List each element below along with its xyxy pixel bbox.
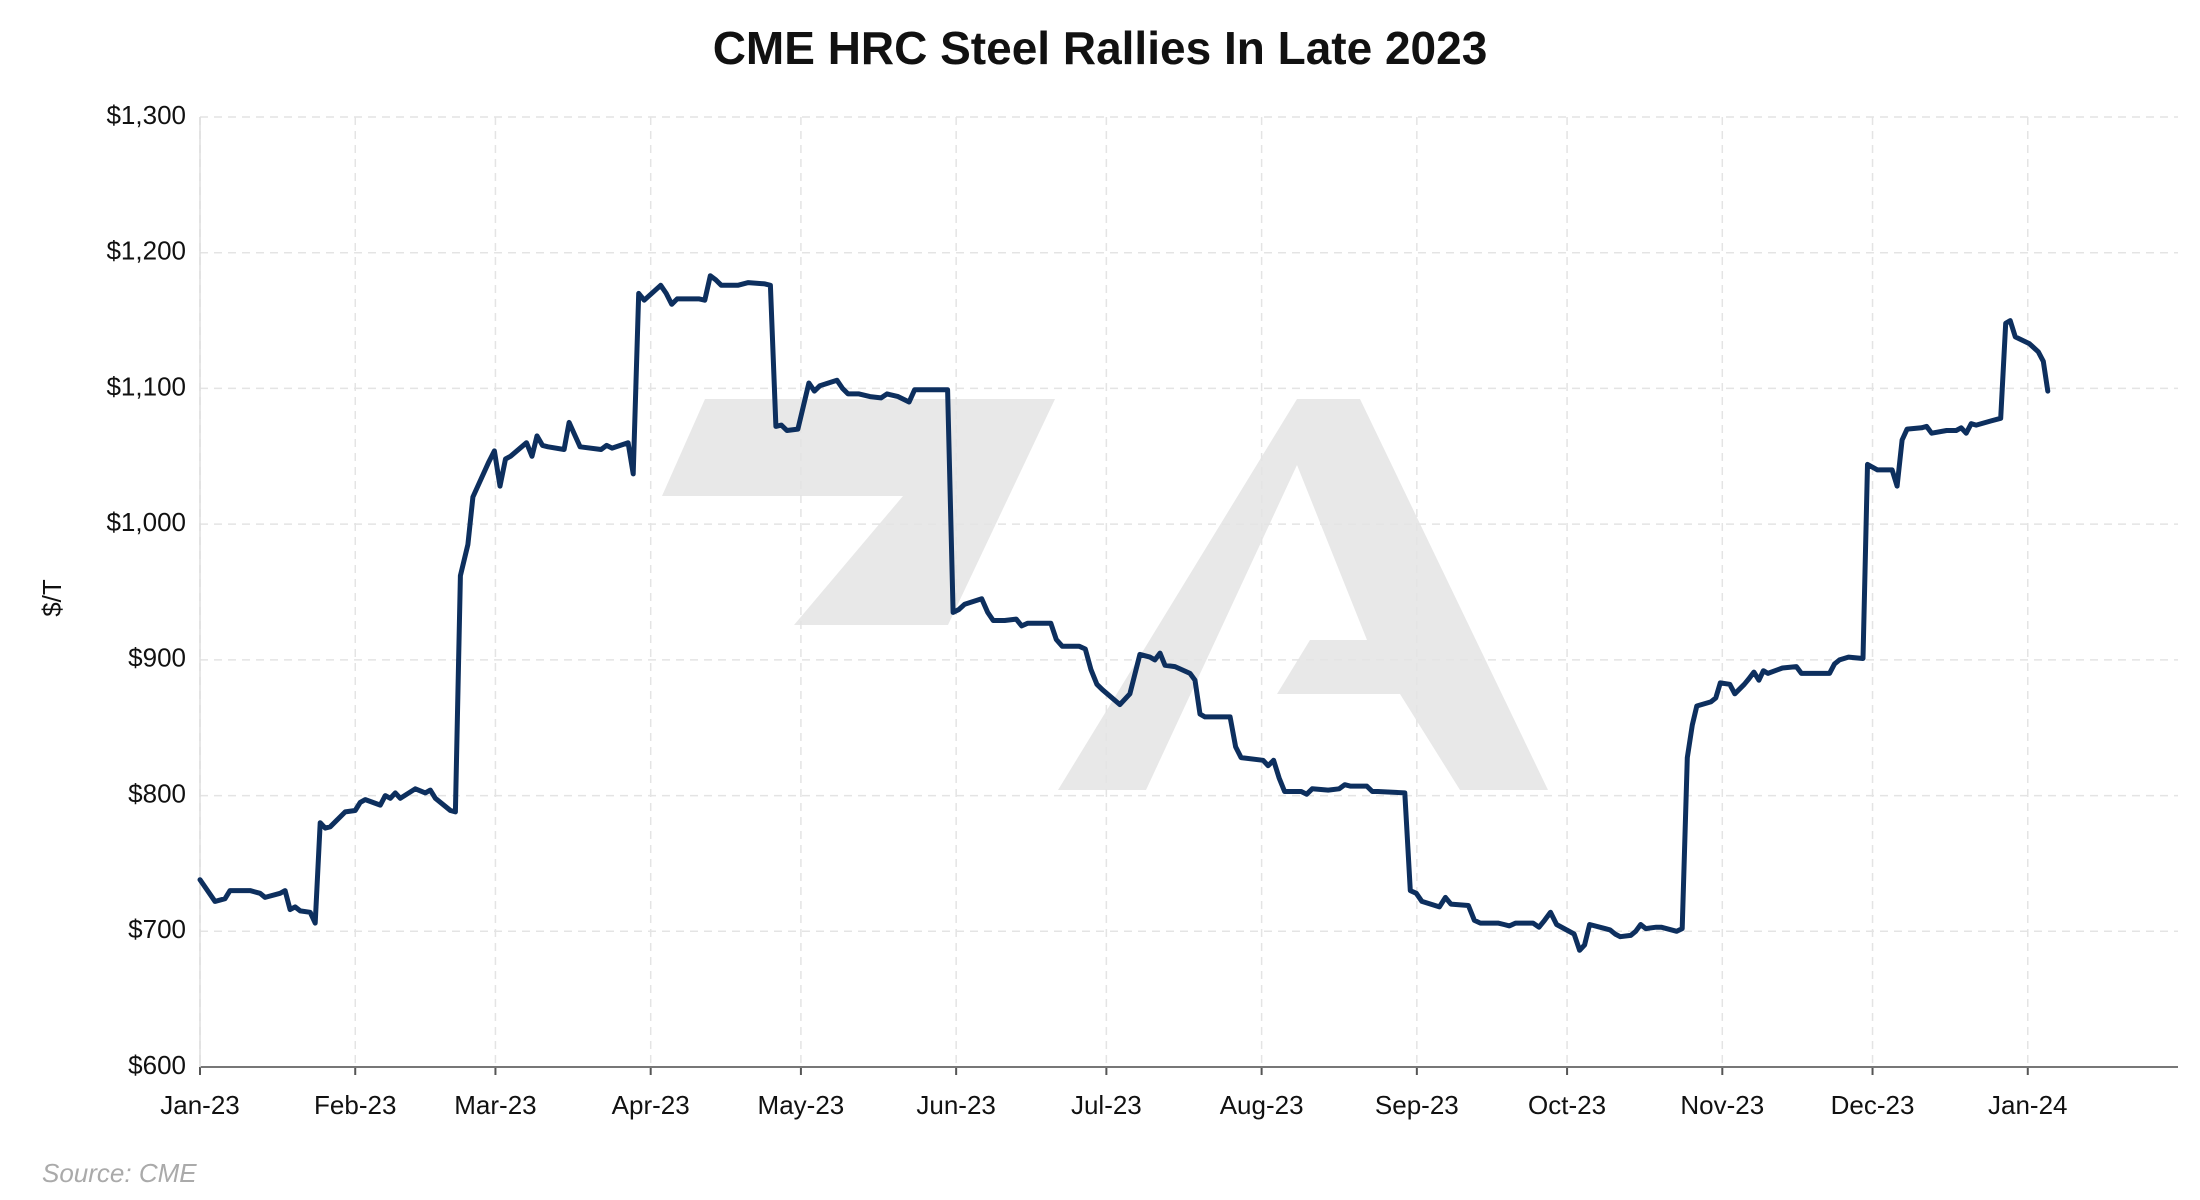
- y-tick-label: $1,000: [106, 507, 186, 537]
- x-tick-label: Jun-23: [916, 1090, 996, 1120]
- x-tick-label: Oct-23: [1528, 1090, 1606, 1120]
- source-note: Source: CME: [42, 1158, 197, 1188]
- x-tick-label: Feb-23: [314, 1090, 396, 1120]
- x-tick-label: Jan-24: [1988, 1090, 2068, 1120]
- x-tick-label: Sep-23: [1375, 1090, 1459, 1120]
- x-tick-label: Mar-23: [454, 1090, 536, 1120]
- x-tick-label: Nov-23: [1680, 1090, 1764, 1120]
- y-tick-label: $700: [128, 914, 186, 944]
- x-tick-label: Apr-23: [612, 1090, 690, 1120]
- y-tick-label: $900: [128, 643, 186, 673]
- y-tick-label: $800: [128, 778, 186, 808]
- y-tick-label: $1,100: [106, 371, 186, 401]
- x-tick-label: Aug-23: [1220, 1090, 1304, 1120]
- x-tick-label: May-23: [758, 1090, 845, 1120]
- price-line: [197, 273, 2051, 953]
- chart-title: CME HRC Steel Rallies In Late 2023: [713, 22, 1488, 74]
- watermark-shape: [1058, 399, 1548, 790]
- y-tick-label: $1,200: [106, 236, 186, 266]
- x-tick-label: Dec-23: [1831, 1090, 1915, 1120]
- grid: [199, 116, 2178, 1068]
- y-tick-label: $600: [128, 1050, 186, 1080]
- y-tick-label: $1,300: [106, 100, 186, 130]
- y-axis-title: $/T: [37, 579, 67, 617]
- watermark: [662, 399, 1548, 790]
- x-tick-label: Jan-23: [160, 1090, 240, 1120]
- watermark-shape: [662, 399, 1055, 625]
- x-tick-label: Jul-23: [1071, 1090, 1142, 1120]
